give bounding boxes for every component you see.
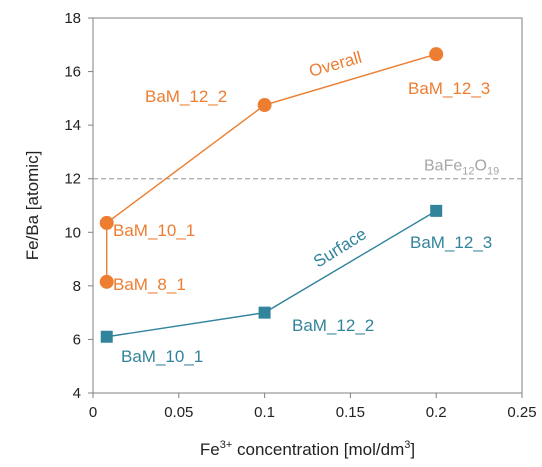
- point-label: BaM_8_1: [113, 275, 186, 294]
- data-point-overall: [257, 98, 272, 113]
- y-tick-label: 12: [64, 171, 81, 188]
- point-label: BaM_12_2: [292, 316, 374, 335]
- y-tick-label: 18: [64, 10, 81, 27]
- y-axis-title: Fe/Ba [atomic]: [23, 151, 42, 261]
- plot-area: [92, 17, 523, 394]
- point-label: BaM_10_1: [121, 347, 203, 366]
- ticks-layer: 0 0.05 0.1 0.15 0.2 0.25 4 6 8 10 12 14 16 18: [64, 10, 536, 421]
- y-tick-label: 10: [64, 224, 81, 241]
- series-line-overall: [106, 53, 437, 282]
- x-tick-label: 0: [89, 404, 97, 421]
- x-tick-label: 0.25: [507, 404, 536, 421]
- data-point-surface: [100, 330, 113, 343]
- x-tick-label: 0.2: [426, 404, 447, 421]
- y-tick-label: 4: [73, 385, 81, 402]
- point-label: BaM_12_2: [145, 87, 227, 106]
- data-point-surface: [258, 306, 271, 319]
- reference-line-label: BaFe12O19: [424, 158, 499, 178]
- reference-layer: BaFe12O19: [93, 158, 522, 180]
- point-label: BaM_12_3: [408, 79, 490, 98]
- x-tick-label: 0.1: [254, 404, 275, 421]
- data-point-surface: [430, 204, 443, 217]
- x-tick-label: 0.15: [336, 404, 365, 421]
- series-layer: [99, 47, 444, 343]
- point-label: BaM_12_3: [410, 233, 492, 252]
- x-tick-label: 0.05: [164, 404, 193, 421]
- data-point-overall: [99, 215, 114, 230]
- y-tick-label: 8: [73, 278, 81, 295]
- data-point-overall: [429, 47, 444, 62]
- x-axis-title: Fe3+ concentration [mol/dm3]: [200, 439, 415, 459]
- data-point-overall: [99, 274, 114, 289]
- y-tick-label: 14: [64, 117, 81, 134]
- point-label: BaM_10_1: [113, 221, 195, 240]
- y-tick-label: 6: [73, 331, 81, 348]
- y-tick-label: 16: [64, 64, 81, 81]
